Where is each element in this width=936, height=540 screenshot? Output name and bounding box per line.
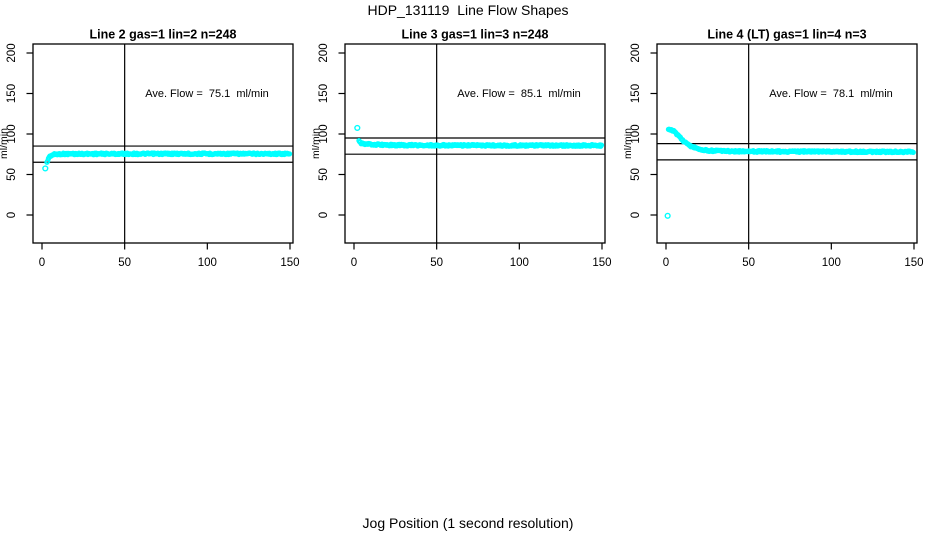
y-tick-label: 150 (318, 84, 330, 103)
data-point-outlier (42, 165, 49, 172)
plot-box (32, 43, 294, 244)
x-tick-label: 0 (351, 257, 357, 269)
x-tick-label: 100 (198, 257, 217, 269)
x-tick-label: 150 (592, 257, 611, 269)
panel-title: Line 4 (LT) gas=1 lin=4 n=3 (707, 28, 866, 42)
x-tick-label: 150 (280, 257, 299, 269)
panel-2-plot: Line 3 gas=1 lin=3 n=248 0 50 100 150 0 50 100 1… (312, 28, 612, 270)
y-axis-title: ml/min (0, 128, 10, 159)
x-tick-label: 50 (118, 257, 131, 269)
y-tick-label: 200 (630, 43, 642, 62)
y-tick-label: 0 (6, 212, 18, 218)
x-tick-label: 150 (904, 257, 923, 269)
panel-3-plot: Line 4 (LT) gas=1 lin=4 n=3 0 50 100 150 0 50 1… (624, 28, 924, 270)
y-tick-label: 150 (630, 84, 642, 103)
x-tick-label: 0 (663, 257, 669, 269)
ave-flow-annotation: Ave. Flow = 85.1 ml/min (457, 88, 581, 100)
y-tick-label: 50 (6, 168, 18, 181)
y-tick-label: 50 (318, 168, 330, 181)
y-tick-label: 0 (630, 212, 642, 218)
panels-row: Line 2 gas=1 lin=2 n=248 0 50 100 150 0 50 100 1… (0, 25, 936, 275)
y-tick-label: 150 (6, 84, 18, 103)
y-tick-label: 200 (6, 43, 18, 62)
data-point (286, 151, 293, 157)
plot-box (344, 43, 606, 244)
panel-title: Line 3 gas=1 lin=3 n=248 (402, 28, 549, 42)
data-point (910, 149, 916, 155)
y-tick-label: 0 (318, 212, 330, 218)
x-axis-label: Jog Position (1 second resolution) (362, 515, 574, 531)
figure-title: HDP_131119 Line Flow Shapes (367, 2, 569, 18)
x-tick-label: 50 (742, 257, 755, 269)
y-tick-label: 100 (318, 124, 330, 143)
x-tick-label: 100 (822, 257, 841, 269)
panel-1-plot: Line 2 gas=1 lin=2 n=248 0 50 100 150 0 50 100 1… (0, 28, 300, 270)
ave-flow-annotation: Ave. Flow = 75.1 ml/min (145, 88, 269, 100)
x-tick-label: 0 (39, 257, 45, 269)
y-axis-title: ml/min (624, 128, 634, 159)
data-point-outlier (354, 124, 361, 132)
ave-flow-annotation: Ave. Flow = 78.1 ml/min (769, 88, 893, 100)
y-tick-label: 100 (6, 124, 18, 143)
x-tick-label: 100 (510, 257, 529, 269)
data-point (598, 142, 605, 148)
y-tick-label: 200 (318, 43, 330, 62)
x-tick-label: 50 (430, 257, 443, 269)
y-tick-label: 100 (630, 124, 642, 143)
y-axis-title: ml/min (312, 128, 322, 159)
data-point-outlier (664, 212, 671, 219)
y-tick-label: 50 (630, 168, 642, 181)
panel-title: Line 2 gas=1 lin=2 n=248 (90, 28, 237, 42)
